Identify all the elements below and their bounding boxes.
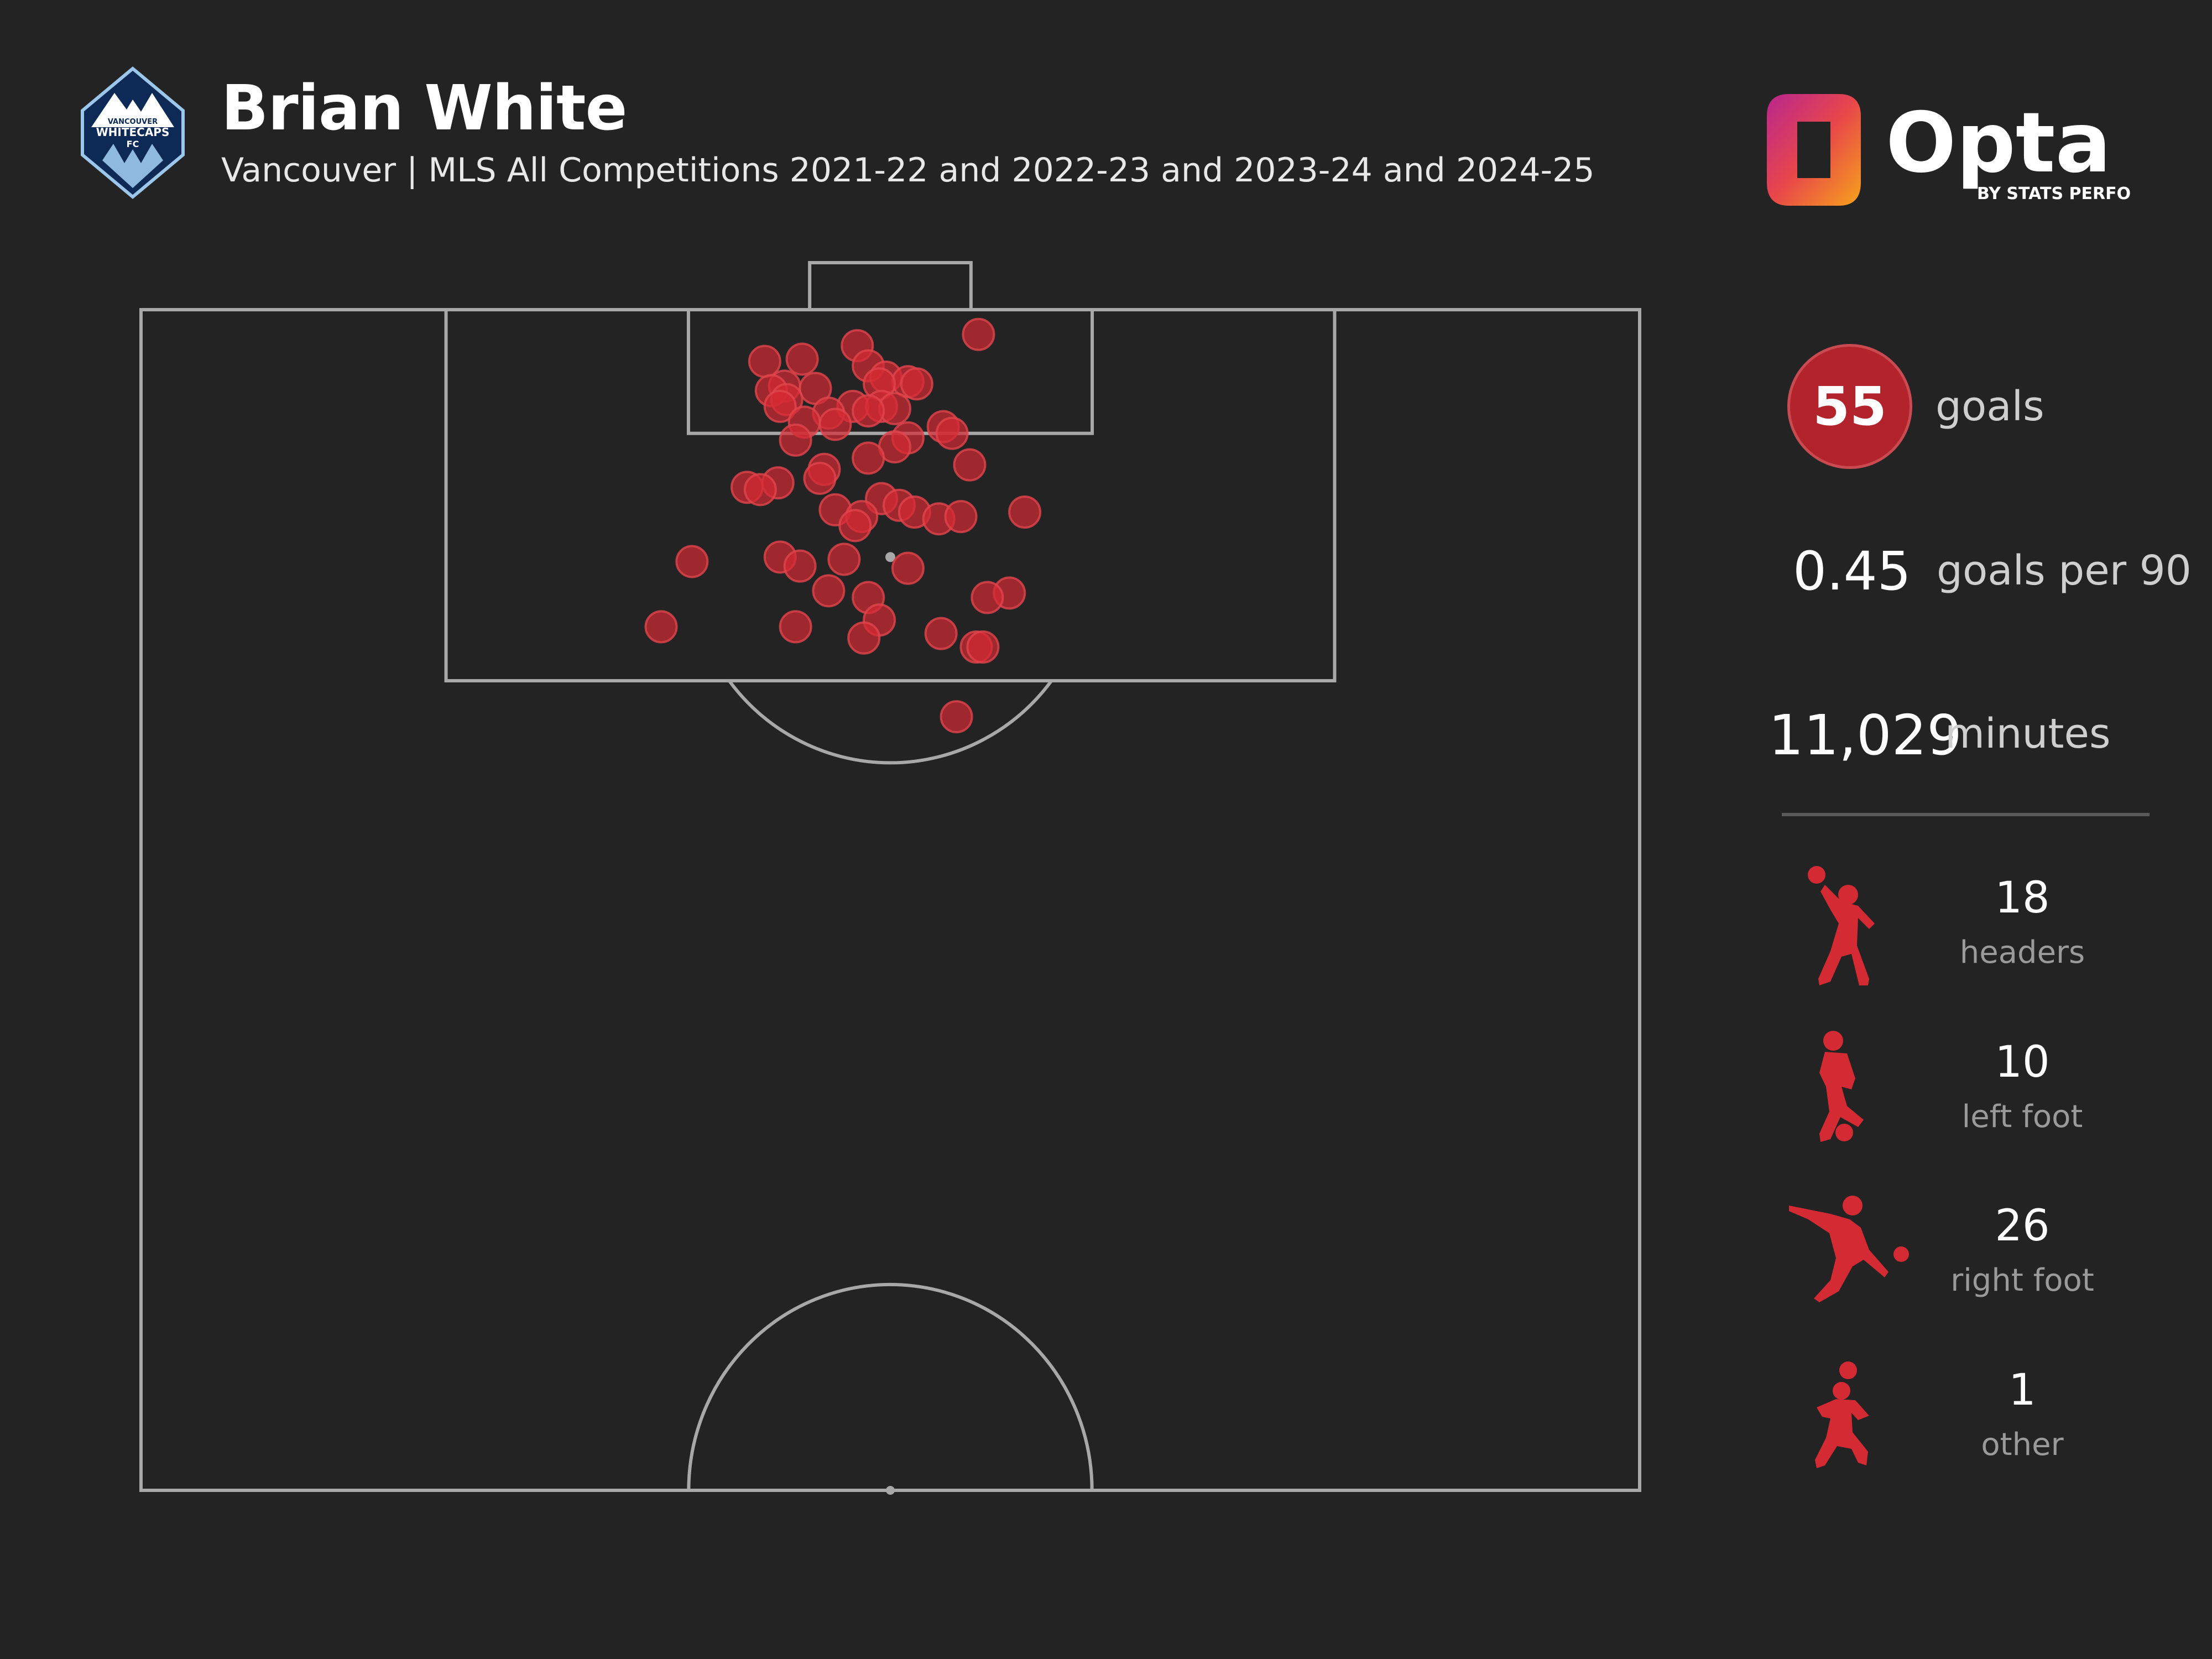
centre-spot — [886, 1486, 895, 1495]
goal-point — [827, 542, 861, 576]
centre-circle — [688, 1285, 1092, 1490]
stats-divider — [1782, 813, 2150, 816]
goal-point — [962, 317, 995, 351]
left-foot-label: left foot — [1961, 1099, 2083, 1135]
goal-point — [1008, 495, 1042, 529]
right-foot-icon — [1789, 1196, 1909, 1302]
goal-point — [966, 630, 1000, 664]
other-label: other — [1981, 1427, 2064, 1463]
goal-point — [785, 342, 819, 376]
opta-tagline: BY STATS PERFORM — [1977, 184, 2132, 204]
goal-point — [743, 473, 777, 507]
goal-point — [803, 462, 837, 495]
goal — [808, 261, 973, 311]
headers-value: 18 — [1995, 873, 2050, 923]
goal-point — [783, 549, 817, 583]
header-icon — [1808, 866, 1875, 985]
goal-point — [935, 416, 969, 450]
penalty-spot — [885, 552, 895, 562]
goal-point — [852, 441, 885, 475]
goal-point — [779, 610, 812, 644]
goal-point — [852, 394, 885, 427]
chart-subtitle: Vancouver | MLS All Competitions 2021-22… — [221, 151, 1595, 190]
right-foot-label: right foot — [1950, 1262, 2094, 1298]
goal-point — [763, 389, 797, 423]
minutes-label: minutes — [1945, 710, 2111, 758]
crest-line-2: WHITECAPS — [96, 126, 170, 139]
penalty-arc — [728, 680, 1053, 765]
goal-point — [812, 574, 846, 608]
goal-point — [779, 423, 812, 457]
other-value: 1 — [2008, 1365, 2036, 1415]
goal-point — [891, 551, 925, 585]
goals-per-90-label: goals per 90 — [1937, 547, 2192, 594]
goals-badge: 55 — [1787, 344, 1912, 469]
goal-point — [900, 367, 933, 401]
chart-title: Brian White — [221, 72, 627, 144]
minutes-value: 11,029 — [1768, 703, 1962, 768]
goal-point — [944, 500, 978, 534]
headers-label: headers — [1959, 935, 2085, 971]
pitch-shot-map — [139, 261, 1641, 1499]
goal-point — [924, 617, 958, 650]
goal-point — [644, 610, 678, 644]
left-foot-icon — [1819, 1031, 1864, 1142]
crest-line-3: FC — [127, 139, 139, 149]
goal-point — [847, 621, 881, 655]
goal-point — [675, 545, 709, 578]
crest-line-1: VANCOUVER — [108, 118, 158, 126]
whitecaps-crest-logo: VANCOUVER WHITECAPS FC — [81, 66, 185, 199]
goal-point — [953, 448, 987, 482]
goal-point — [818, 408, 852, 441]
goal-point — [971, 581, 1004, 614]
opta-logo: Opta BY STATS PERFORM — [1767, 94, 2132, 206]
other-icon — [1815, 1361, 1869, 1468]
goal-point — [838, 509, 872, 542]
goals-label: goals — [1936, 383, 2044, 430]
right-foot-value: 26 — [1995, 1201, 2050, 1251]
goal-point — [940, 700, 973, 734]
goals-per-90-value: 0.45 — [1793, 540, 1911, 602]
opta-wordmark: Opta — [1886, 95, 2111, 191]
left-foot-value: 10 — [1995, 1037, 2050, 1087]
